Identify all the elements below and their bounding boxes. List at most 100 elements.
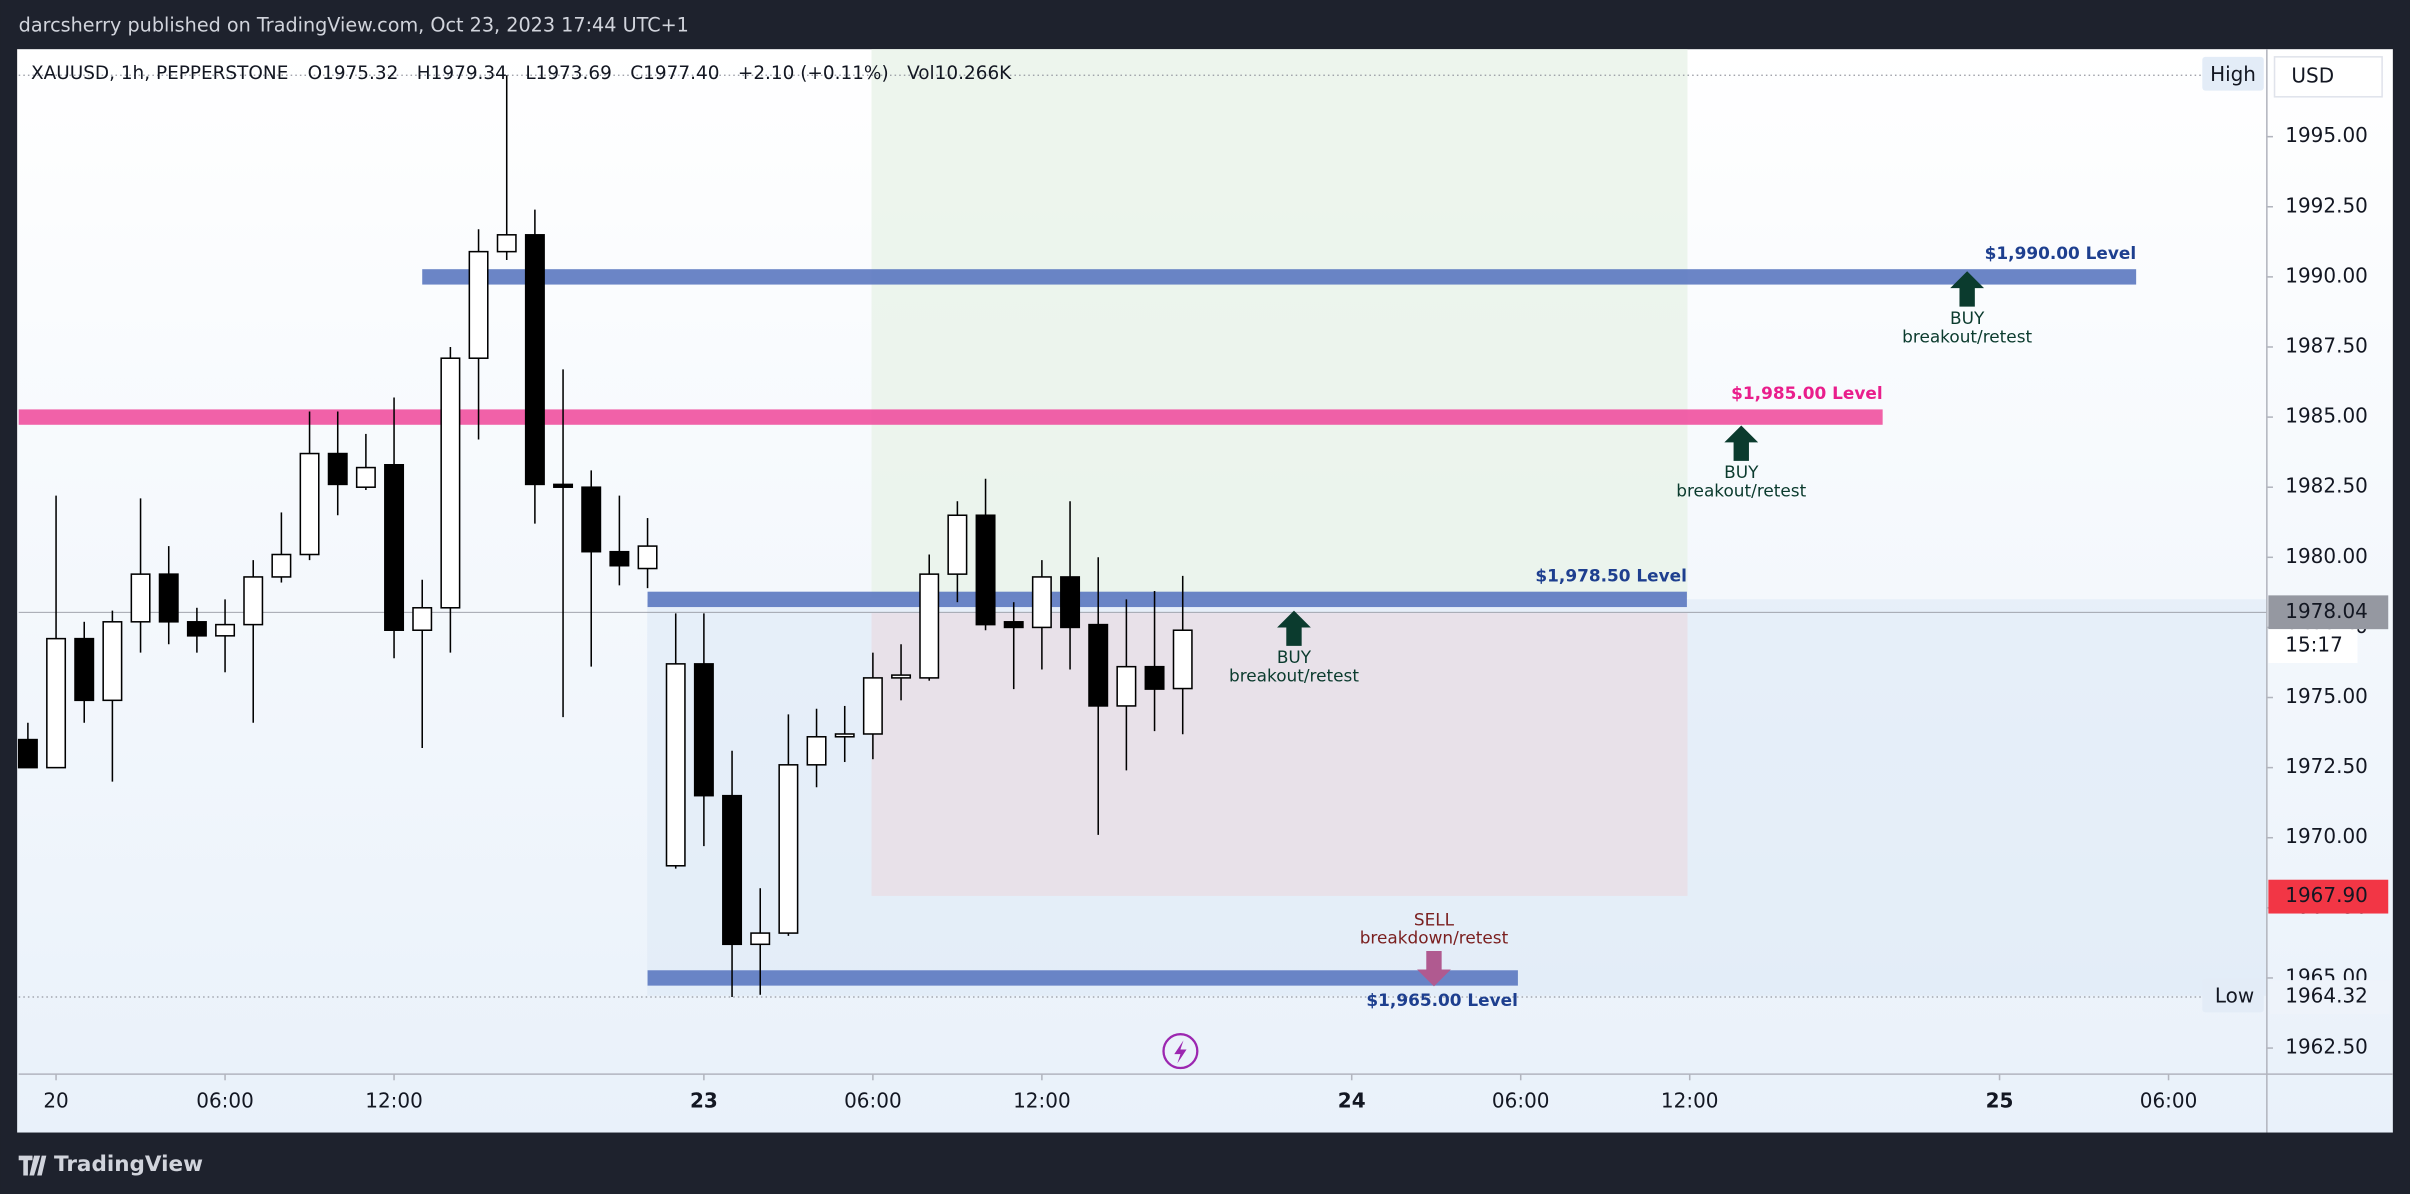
arrow-up	[1277, 610, 1311, 646]
candle-body	[581, 486, 602, 553]
candle-body	[665, 663, 686, 867]
arrow-up	[1724, 425, 1759, 461]
legend-symbol: XAUUSD, 1h, PEPPERSTONE	[31, 63, 288, 84]
candle-body	[806, 736, 827, 766]
arrow-down	[1417, 951, 1451, 987]
price-tag	[2268, 879, 2389, 914]
level-label: $1,985.00 Level	[1731, 383, 1882, 403]
x-tick-label: 06:00	[844, 1088, 902, 1112]
legend-value: Vol10.266K	[907, 63, 1012, 84]
low-box	[2202, 978, 2264, 1013]
y-tick-label: 1972.50	[2285, 754, 2368, 778]
candle-body	[74, 637, 95, 702]
y-tick-label: 1980.00	[2285, 544, 2368, 568]
candle-body	[553, 483, 574, 488]
candle-body	[524, 234, 545, 486]
event-bolt	[1174, 1040, 1187, 1064]
candle-body	[693, 663, 714, 797]
x-tick-label: 23	[690, 1088, 718, 1112]
y-tick-label: 1975.00	[2285, 684, 2368, 708]
candle-body	[1003, 621, 1024, 629]
x-tick-label: 20	[43, 1088, 68, 1112]
x-tick-label: 06:00	[196, 1088, 254, 1112]
candle-body	[637, 545, 658, 570]
candle-body	[496, 234, 517, 253]
candle-body	[722, 794, 743, 946]
candle-body	[1116, 665, 1137, 707]
level-band	[647, 970, 1518, 986]
legend-value: O1975.32	[308, 63, 399, 84]
price-tag-label: 1967.90	[2285, 883, 2368, 907]
candle-body	[17, 738, 38, 769]
level-label: $1,978.50 Level	[1535, 565, 1686, 585]
level-band	[647, 591, 1687, 608]
low-value: 1964.32	[2285, 984, 2368, 1008]
candle-body	[412, 607, 433, 631]
level-band	[422, 269, 2137, 285]
published-header: darcsherry published on TradingView.com,…	[19, 14, 689, 37]
candle-body	[384, 464, 405, 631]
x-tick-label: 12:00	[365, 1088, 423, 1112]
x-tick-label: 06:00	[1492, 1088, 1550, 1112]
candle-body	[186, 621, 207, 637]
candle-body	[158, 573, 179, 623]
candle-body	[862, 677, 883, 735]
candle-body	[130, 573, 151, 623]
x-tick-label: 06:00	[2140, 1088, 2198, 1112]
candle-body	[891, 674, 912, 679]
y-tick-label: 1990.00	[2285, 263, 2368, 287]
y-tick-label: 1985.00	[2285, 404, 2368, 428]
y-tick-label: 1982.50	[2285, 474, 2368, 498]
candle-body	[327, 452, 348, 486]
stop-zone	[871, 613, 1688, 896]
countdown-box	[2268, 629, 2358, 663]
candle-body	[299, 452, 320, 556]
logo	[18, 1155, 47, 1176]
y-tick-label: 1962.50	[2285, 1035, 2368, 1059]
candle-body	[1060, 576, 1081, 629]
candle-body	[750, 932, 771, 946]
high-label: High	[2210, 62, 2256, 86]
candle-body	[215, 623, 236, 637]
low-value-box	[2269, 980, 2390, 1014]
legend-value: +2.10 (+0.11%)	[738, 63, 889, 84]
currency[interactable]: USD	[2291, 63, 2334, 87]
annotation-text: breakout/retest	[1902, 326, 2032, 346]
level-band	[18, 409, 1883, 425]
candle-body	[440, 357, 461, 609]
legend-value: H1979.34	[417, 63, 507, 84]
y-tick-label: 1995.00	[2285, 123, 2368, 147]
annotation-text: BUY	[1950, 308, 1985, 328]
annotation-text: BUY	[1277, 647, 1312, 667]
y-tick-label: 1992.50	[2285, 193, 2368, 217]
brand: TradingView	[54, 1152, 203, 1177]
x-tick-label: 12:00	[1013, 1088, 1071, 1112]
plot: $1,990.00 Level $1,985.00 Level $1,978.50 …	[17, 74, 2267, 1010]
annotation-text: breakout/retest	[1676, 481, 1806, 501]
candle-body	[243, 576, 264, 626]
legend-value: L1973.69	[525, 63, 612, 84]
candle-body	[355, 466, 376, 488]
annotation-text: breakout/retest	[1229, 666, 1359, 686]
candle-body	[834, 733, 855, 738]
event-icon[interactable]	[1162, 1033, 1199, 1070]
target-zone	[871, 49, 1688, 598]
high-box	[2202, 56, 2264, 91]
level-label: $1,990.00 Level	[1985, 243, 2136, 263]
candle-body	[271, 553, 292, 578]
candle-body	[1031, 576, 1052, 629]
annotation-text: SELL	[1414, 909, 1455, 929]
last-price-label: 1978.04	[2285, 599, 2368, 623]
legend-value: C1977.40	[630, 63, 719, 84]
currency-box[interactable]	[2273, 56, 2383, 98]
annotation-text: BUY	[1724, 462, 1759, 482]
candle-body	[1088, 623, 1109, 707]
candle-body	[102, 621, 123, 702]
candle-body	[778, 764, 799, 934]
last-price-tag	[2268, 595, 2389, 630]
countdown: 15:17	[2285, 633, 2343, 657]
candle-body	[468, 250, 489, 359]
candle-body	[975, 514, 996, 626]
low-label: Low	[2215, 984, 2254, 1008]
y-tick-label: 1970.00	[2285, 824, 2368, 848]
